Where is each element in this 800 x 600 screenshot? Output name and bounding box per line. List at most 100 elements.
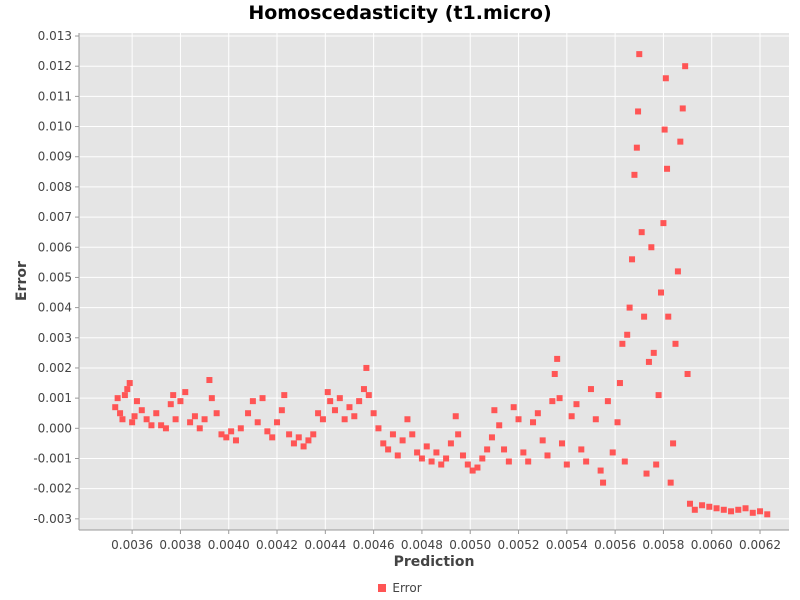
data-point <box>286 431 293 438</box>
data-point <box>319 416 326 423</box>
data-point <box>764 511 771 518</box>
data-point <box>245 410 252 417</box>
data-point <box>414 449 421 456</box>
y-tick-label: -0.001 <box>33 451 72 465</box>
data-point <box>126 380 133 387</box>
x-tick-label: 0.0042 <box>256 538 298 552</box>
data-point <box>346 404 353 411</box>
legend-swatch <box>378 584 387 592</box>
data-point <box>153 410 160 417</box>
x-tick-label: 0.0062 <box>739 538 781 552</box>
data-point <box>341 416 348 423</box>
data-point <box>269 434 276 441</box>
data-point <box>172 416 179 423</box>
y-tick-label: 0.001 <box>38 391 72 405</box>
data-point <box>218 431 225 438</box>
data-point <box>455 431 462 438</box>
y-tick-label: 0.012 <box>38 59 72 73</box>
data-point <box>274 419 281 426</box>
data-point <box>587 386 594 393</box>
data-point <box>597 467 604 474</box>
data-point <box>131 413 138 420</box>
data-point <box>600 479 607 486</box>
y-tick-label: 0.000 <box>38 421 72 435</box>
data-point <box>515 416 522 423</box>
data-point <box>404 416 411 423</box>
plot-area <box>79 33 789 530</box>
data-point <box>558 440 565 447</box>
data-point <box>604 398 611 405</box>
data-point <box>336 395 343 402</box>
data-point <box>655 392 662 399</box>
data-point <box>121 392 128 399</box>
y-tick-label: 0.005 <box>38 270 72 284</box>
data-point <box>423 443 430 450</box>
data-point <box>664 165 671 172</box>
y-tick-label: 0.011 <box>38 89 72 103</box>
data-point <box>278 407 285 414</box>
data-point <box>674 268 681 275</box>
data-point <box>631 171 638 178</box>
data-point <box>237 425 244 432</box>
data-point <box>167 401 174 408</box>
data-point <box>667 479 674 486</box>
data-point <box>133 398 140 405</box>
data-point <box>290 440 297 447</box>
data-point <box>356 398 363 405</box>
data-point <box>686 500 693 507</box>
chart-title: Homoscedasticity (t1.micro) <box>248 2 552 24</box>
data-point <box>264 428 271 435</box>
data-point <box>474 464 481 471</box>
x-tick-label: 0.0040 <box>208 538 250 552</box>
x-tick-label: 0.0048 <box>401 538 443 552</box>
data-point <box>534 410 541 417</box>
x-tick-label: 0.0058 <box>642 538 684 552</box>
x-tick-label: 0.0060 <box>691 538 733 552</box>
data-point <box>213 410 220 417</box>
data-point <box>418 455 425 462</box>
data-point <box>409 431 416 438</box>
data-point <box>351 413 358 420</box>
data-point <box>653 461 660 468</box>
x-tick-label: 0.0054 <box>546 538 588 552</box>
data-point <box>459 452 466 459</box>
data-point <box>568 413 575 420</box>
data-point <box>626 304 633 311</box>
x-tick-label: 0.0050 <box>449 538 491 552</box>
data-point <box>633 144 640 151</box>
data-point <box>129 419 136 426</box>
data-point <box>624 331 631 338</box>
y-tick-label: -0.003 <box>33 512 72 526</box>
data-point <box>563 461 570 468</box>
scatter-points <box>112 51 771 518</box>
data-point <box>679 105 686 112</box>
data-point <box>310 431 317 438</box>
data-point <box>491 407 498 414</box>
data-point <box>249 398 256 405</box>
data-point <box>684 370 691 377</box>
data-point <box>208 395 215 402</box>
data-point <box>385 446 392 453</box>
data-point <box>394 452 401 459</box>
data-point <box>629 256 636 263</box>
x-tick-label: 0.0036 <box>111 538 153 552</box>
data-point <box>223 434 230 441</box>
data-point <box>501 446 508 453</box>
data-point <box>645 358 652 365</box>
data-point <box>578 446 585 453</box>
data-point <box>201 416 208 423</box>
data-point <box>510 404 517 411</box>
data-point <box>650 349 657 356</box>
data-point <box>327 398 334 405</box>
data-point <box>554 355 561 362</box>
data-point <box>331 407 338 414</box>
data-point <box>691 506 698 513</box>
data-point <box>370 410 377 417</box>
data-point <box>170 392 177 399</box>
data-point <box>496 422 503 429</box>
data-point <box>447 440 454 447</box>
gridlines <box>79 33 789 530</box>
data-point <box>428 458 435 465</box>
x-tick-label: 0.0046 <box>353 538 395 552</box>
data-point <box>713 505 720 512</box>
